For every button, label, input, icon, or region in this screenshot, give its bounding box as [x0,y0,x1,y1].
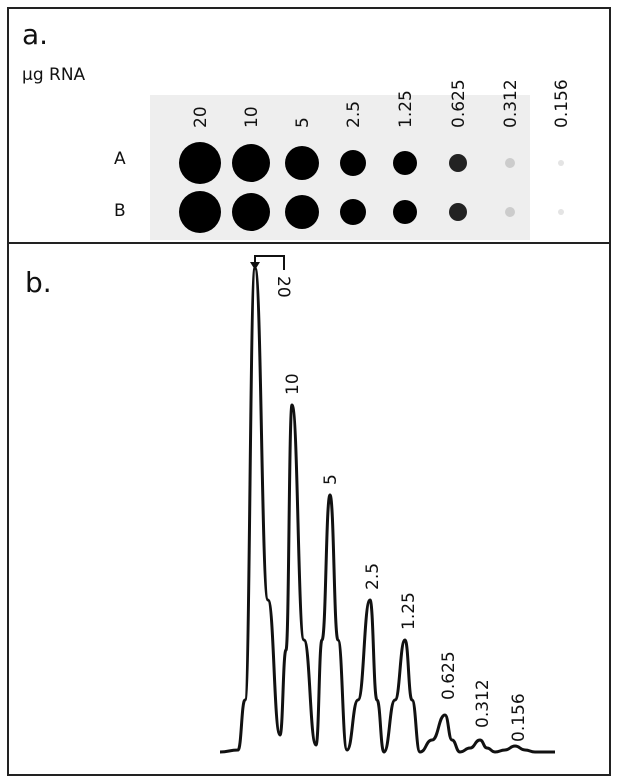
blot-dot [232,193,270,231]
blot-dot [285,195,319,229]
peak-label: 1.25 [399,592,419,630]
concentration-label: 20 [191,106,211,128]
peak-label: 0.156 [509,693,529,742]
concentration-label: 0.156 [552,79,572,128]
blot-dot [558,160,564,166]
peak-label: 0.312 [473,679,493,728]
concentration-label: 2.5 [344,101,364,128]
axis-label: µg RNA [22,65,86,85]
concentration-label: 0.625 [449,79,469,128]
row-label: B [114,201,126,221]
panel-label: a. [22,18,48,51]
blot-dot [179,142,221,184]
blot-dot [340,150,366,176]
blot-dot [505,207,515,217]
blot-dot [393,200,417,224]
blot-dot [449,203,467,221]
peak-label: 0.625 [439,651,459,700]
peak-label: 2.5 [363,563,383,590]
densitometer-trace [220,268,555,752]
blot-dot [340,199,366,225]
concentration-label: 1.25 [396,90,416,128]
concentration-label: 10 [242,106,262,128]
peak-label: 20 [273,276,293,298]
blot-dot [179,191,221,233]
concentration-label: 5 [293,117,313,128]
figure: a. µg RNA A B b. 20 10 5 2.5 1.25 0.625 0.312 0… [0,0,618,781]
blot-dot [449,154,467,172]
blot-dot [505,158,515,168]
blot-dot [285,146,319,180]
blot-dot [232,144,270,182]
blot-dot [558,209,564,215]
concentration-label: 0.312 [501,79,521,128]
blot-dot [393,151,417,175]
panel-label: b. [25,266,52,299]
row-label: A [114,149,126,169]
peak-label: 10 [283,373,303,395]
peak-label: 5 [321,474,341,485]
